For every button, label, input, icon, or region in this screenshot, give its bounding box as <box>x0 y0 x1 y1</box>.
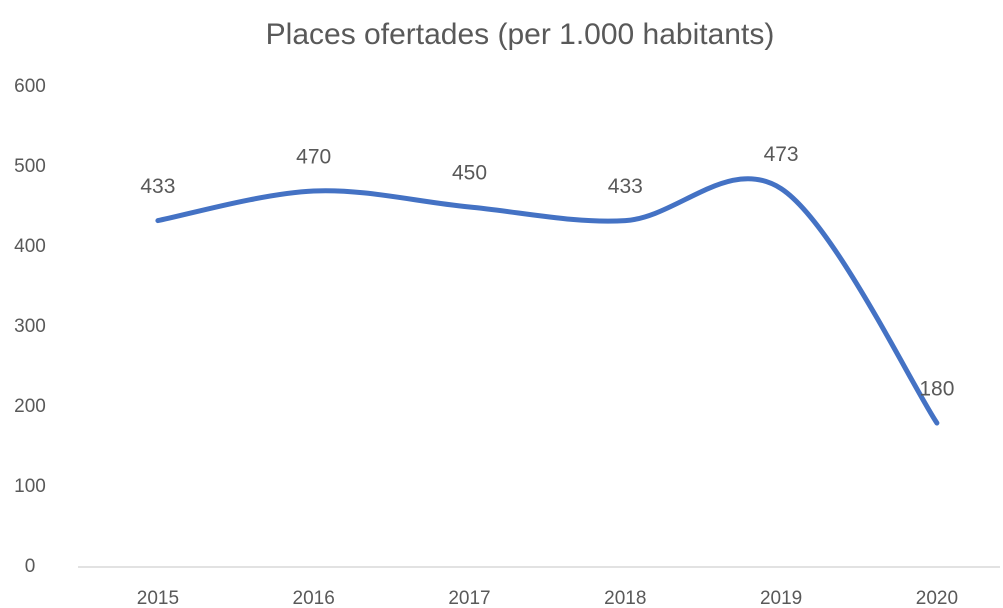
x-tick-label: 2017 <box>448 588 490 608</box>
y-tick-label: 200 <box>14 396 46 417</box>
data-label: 470 <box>296 146 331 169</box>
data-label: 433 <box>140 175 175 198</box>
y-tick-label: 400 <box>14 236 46 257</box>
x-tick-label: 2015 <box>137 588 179 608</box>
y-tick-label: 600 <box>14 76 46 97</box>
line <box>155 176 940 426</box>
y-tick-label: 300 <box>14 316 46 337</box>
chart-title: Places ofertades (per 1.000 habitants) <box>266 18 775 51</box>
data-label: 433 <box>608 175 643 198</box>
x-tick-label: 2020 <box>916 588 958 608</box>
data-label: 180 <box>919 378 954 401</box>
y-tick-label: 500 <box>14 156 46 177</box>
x-tick-label: 2016 <box>293 588 335 608</box>
x-tick-label: 2019 <box>760 588 802 608</box>
data-label: 450 <box>452 162 487 185</box>
y-tick-label: 100 <box>14 476 46 497</box>
data-label: 473 <box>764 143 799 166</box>
y-tick-label: 0 <box>25 556 36 577</box>
x-tick-label: 2018 <box>604 588 646 608</box>
